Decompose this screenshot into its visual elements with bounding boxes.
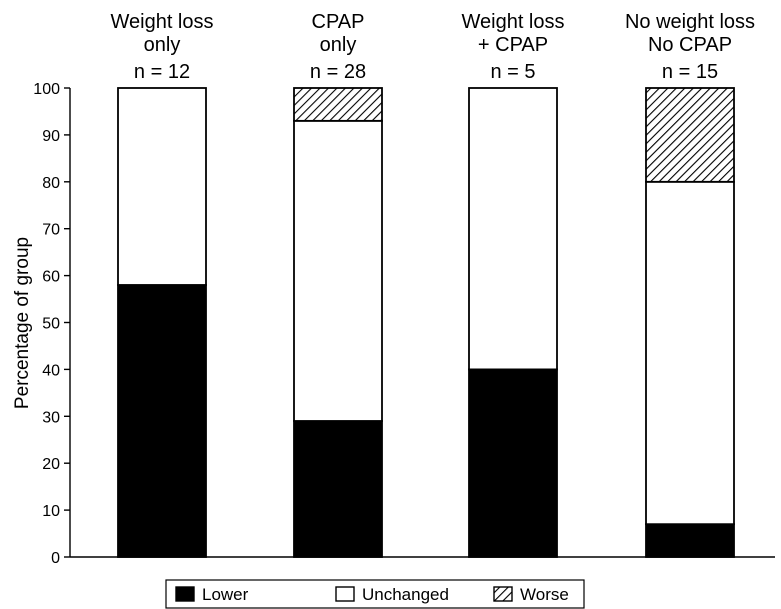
legend-label-lower: Lower xyxy=(202,585,249,604)
bar-segment-unchanged xyxy=(117,87,207,286)
category-label-line2: only xyxy=(144,34,181,56)
bar-segment-lower xyxy=(293,420,383,558)
legend-box xyxy=(165,579,585,609)
legend-label-unchanged: Unchanged xyxy=(362,585,449,604)
legend: Lower Unchanged Worse xyxy=(165,579,585,609)
bar-segment-lower xyxy=(468,368,558,558)
category-label-line2: No CPAP xyxy=(648,34,732,56)
y-tick-label: 80 xyxy=(42,175,60,192)
legend-swatch-unchanged xyxy=(335,586,355,602)
y-tick-label: 100 xyxy=(33,81,60,98)
bar-segment-lower xyxy=(117,284,207,558)
category-n-label: n = 28 xyxy=(310,61,366,83)
category-n-label: n = 12 xyxy=(134,61,190,83)
y-tick-label: 30 xyxy=(42,409,60,426)
y-tick-label: 0 xyxy=(51,550,60,567)
bar-segment-worse xyxy=(645,87,735,183)
category-label-line1: Weight loss xyxy=(461,11,564,33)
category-label-line2: only xyxy=(320,34,357,56)
y-axis-title: Percentage of group xyxy=(12,237,33,409)
category-label-line1: CPAP xyxy=(312,11,365,33)
bar-segment-lower xyxy=(645,523,735,558)
category-label-line1: No weight loss xyxy=(625,11,755,33)
legend-swatch-worse xyxy=(493,586,513,602)
bar-segment-unchanged xyxy=(468,87,558,371)
legend-swatch-lower xyxy=(175,586,195,602)
y-tick-label: 90 xyxy=(42,128,60,145)
y-tick-label: 20 xyxy=(42,456,60,473)
y-tick-label: 50 xyxy=(42,316,60,333)
bar-segment-worse xyxy=(293,87,383,122)
y-tick-label: 40 xyxy=(42,362,60,379)
y-tick-label: 70 xyxy=(42,222,60,239)
bar-segment-unchanged xyxy=(293,119,383,422)
bar-segment-unchanged xyxy=(645,180,735,526)
category-label-line1: Weight loss xyxy=(110,11,213,33)
y-tick-label: 60 xyxy=(42,269,60,286)
y-tick-label: 10 xyxy=(42,503,60,520)
category-label-line2: + CPAP xyxy=(478,34,548,56)
legend-label-worse: Worse xyxy=(520,585,569,604)
category-n-label: n = 15 xyxy=(662,61,718,83)
category-n-label: n = 5 xyxy=(490,61,535,83)
